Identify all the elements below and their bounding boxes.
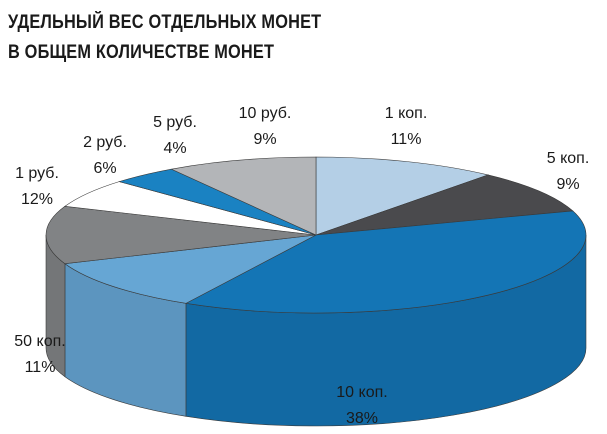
pie-slice-50-коп [64,234,317,304]
slice-value-5-руб: 4% [163,140,186,157]
slice-value-10-коп: 38% [346,410,378,427]
slice-label-10-коп: 10 коп. [336,384,387,401]
pie-sides [45,234,587,427]
slice-label-10-руб: 10 руб. [239,105,292,122]
slice-label-5-руб: 5 руб. [153,114,197,131]
slice-label-2-руб: 2 руб. [83,134,127,151]
slice-value-10-руб: 9% [253,131,276,148]
slice-label-1-руб: 1 руб. [15,165,59,182]
slice-label-5-коп: 5 коп. [547,150,590,167]
pie-slice-10-коп [184,210,587,314]
chart-title: УДЕЛЬНЫЙ ВЕС ОТДЕЛЬНЫХ МОНЕТ В ОБЩЕМ КОЛ… [8,8,321,68]
slice-value-1-руб: 12% [21,191,53,208]
slice-value-50-коп: 11% [25,359,56,376]
pie-slices [45,156,587,314]
pie-slice-5-коп [315,174,574,236]
slice-label-1-коп: 1 коп. [385,105,428,122]
chart-title-line-1: УДЕЛЬНЫЙ ВЕС ОТДЕЛЬНЫХ МОНЕТ [8,12,322,33]
slice-value-5-коп: 9% [556,176,579,193]
pie-slice-10-руб [170,156,317,236]
slice-value-2-руб: 6% [93,160,116,177]
pie-labels: 1 коп. 11% 5 коп. 9% 10 коп. 38% 50 коп. 11% 1 р… [14,105,589,427]
slice-label-50-коп: 50 коп. [14,333,65,350]
pie-slice-1-коп [315,156,490,236]
chart-title-line-2: В ОБЩЕМ КОЛИЧЕСТВЕ МОНЕТ [8,42,275,63]
pie-slice-1-руб [45,205,317,265]
slice-value-1-коп: 11% [391,131,422,148]
